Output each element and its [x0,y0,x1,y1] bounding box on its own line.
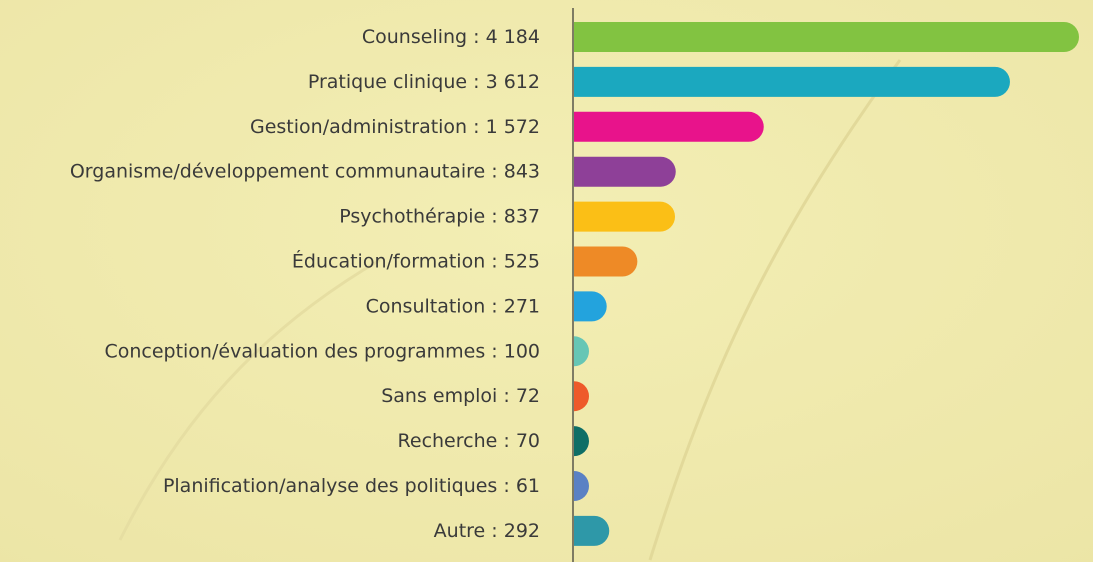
category-label: Counseling [362,26,467,48]
bar [574,22,1079,52]
value-label: 70 [516,430,540,452]
bar [574,201,676,232]
category-label: Autre [434,519,486,541]
bar-label: Sans emploi : 72 [381,385,540,407]
value-label: 4 184 [486,26,540,48]
bar-label: Autre : 292 [434,519,540,541]
bar-label: Pratique clinique : 3 612 [308,70,540,92]
label-separator: : [497,430,515,452]
bar [574,246,638,277]
category-label: Éducation/formation [292,249,485,272]
value-label: 61 [516,475,540,497]
bar [574,111,764,142]
bar-label: Counseling : 4 184 [362,26,540,48]
category-label: Consultation [366,295,486,317]
bar-label: Gestion/administration : 1 572 [250,115,540,137]
label-separator: : [485,250,503,272]
label-separator: : [485,160,503,182]
leaf-vein [648,59,902,561]
category-label: Conception/évaluation des programmes [104,340,485,362]
bar-label: Organisme/développement communautaire : … [70,160,540,182]
category-label: Psychothérapie [339,205,485,227]
bar-label: Consultation : 271 [366,295,540,317]
category-label: Pratique clinique [308,70,467,92]
bar [574,426,590,457]
label-separator: : [485,340,503,362]
label-separator: : [497,385,515,407]
bar [574,381,590,412]
category-label: Recherche [398,430,498,452]
label-separator: : [467,26,485,48]
bar [574,471,589,501]
label-separator: : [497,475,515,497]
value-label: 292 [504,519,540,541]
value-label: 843 [504,160,540,182]
label-separator: : [467,70,485,92]
bar [574,515,610,546]
label-separator: : [467,115,485,137]
category-label: Sans emploi [381,385,497,407]
label-separator: : [485,519,503,541]
value-label: 1 572 [486,115,540,137]
bar [574,66,1010,97]
value-label: 3 612 [486,70,540,92]
label-separator: : [485,295,503,317]
bar [574,291,607,322]
category-label: Planification/analyse des politiques [163,475,497,497]
bar-label: Psychothérapie : 837 [339,205,540,227]
value-label: 525 [504,250,540,272]
value-label: 72 [516,385,540,407]
bar [574,156,676,187]
bar-label: Planification/analyse des politiques : 6… [163,475,540,497]
value-label: 271 [504,295,540,317]
category-label: Organisme/développement communautaire [70,160,485,182]
value-label: 837 [504,205,540,227]
bar-label: Conception/évaluation des programmes : 1… [104,340,540,362]
bar-label: Éducation/formation : 525 [292,249,540,272]
leaf-vein [118,258,381,541]
value-label: 100 [504,340,540,362]
bar [574,336,590,367]
category-label: Gestion/administration [250,115,467,137]
label-separator: : [485,205,503,227]
bar-label: Recherche : 70 [398,430,540,452]
